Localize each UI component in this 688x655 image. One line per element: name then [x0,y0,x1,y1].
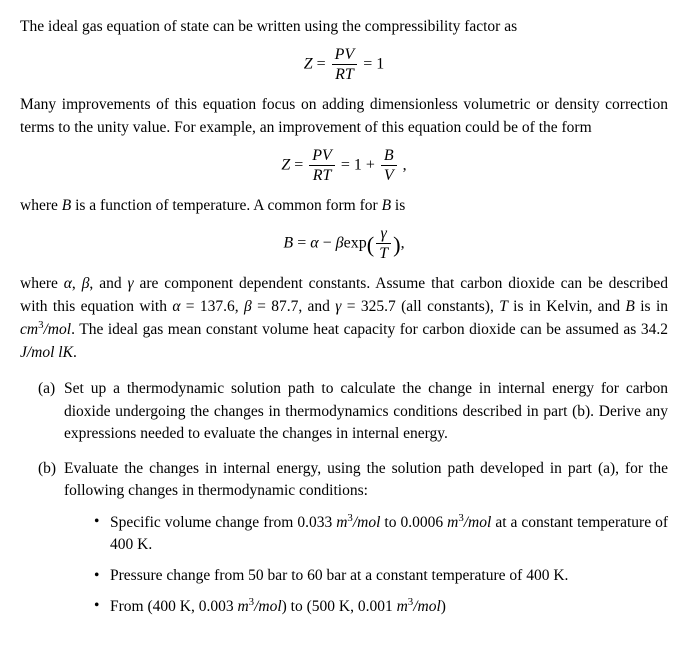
w2a: where [20,275,64,292]
eq3-num: γ [376,225,391,244]
where-para-2: where α, β, and γ are component dependen… [20,273,668,364]
w1d: B [382,197,391,214]
bullet-icon: • [94,565,110,587]
bullet-1: • Specific volume change from 0.033 m3/m… [94,511,668,557]
bullet-icon: • [94,511,110,557]
w2k: T [499,298,508,315]
w2c: , and [89,275,127,292]
eq1-num: PV [332,46,358,65]
w2n: is in [635,298,668,315]
eq1-rhs: 1 [376,56,384,73]
parts-list: (a) Set up a thermodynamic solution path… [38,378,668,627]
w2l: is in Kelvin, and [508,298,626,315]
w2f: = 137.6, [180,298,244,315]
eq3-b: B [283,235,293,252]
eq2-frac1-num: PV [309,147,335,166]
b1b: to 0.0006 [380,514,447,531]
part-a-label: (a) [38,378,64,445]
equation-3: B = α − βexp( γ T ), [20,225,668,263]
eq3-alpha: α [310,235,318,252]
w2u1c: /mol [44,321,72,338]
eq3-beta: β [336,235,344,252]
eq1-z: Z [304,56,313,73]
eq3-den: T [376,244,391,263]
b1u1a: m [336,514,347,531]
part-b-text: Evaluate the changes in internal energy,… [64,458,668,503]
b1u2a: m [447,514,458,531]
eq2-frac2-den: V [381,166,397,185]
eq1-frac: PV RT [332,46,358,84]
bullet-list: • Specific volume change from 0.033 m3/m… [94,511,668,619]
b1u1c: /mol [353,514,381,531]
eq2-z: Z [281,157,290,174]
part-a-text: Set up a thermodynamic solution path to … [64,378,668,445]
w2h: = 87.7, and [252,298,336,315]
intro-para-1: The ideal gas equation of state can be w… [20,16,668,38]
w1e: is [391,197,405,214]
w2p: . [73,344,77,361]
eq2-frac1-den: RT [309,166,335,185]
eq3-minus: − [319,235,336,252]
w2m: B [625,298,634,315]
equation-2: Z = PV RT = 1 + B V , [20,147,668,185]
w2o: . The ideal gas mean constant volume hea… [71,321,668,338]
w2alpha: α [64,275,72,292]
intro-para-2: Many improvements of this equation focus… [20,94,668,139]
eq2-mid: 1 + [354,157,375,174]
eq3-frac: γ T [376,225,391,263]
eq2-tail: , [403,157,407,174]
b1u2c: /mol [464,514,492,531]
bullet-2: • Pressure change from 50 bar to 60 bar … [94,565,668,587]
w2g: β [244,298,252,315]
eq1-den: RT [332,65,358,84]
w1b: B [62,197,71,214]
b2: Pressure change from 50 bar to 60 bar at… [110,565,568,587]
equation-1: Z = PV RT = 1 [20,46,668,84]
where-para-1: where B is a function of temperature. A … [20,195,668,217]
eq2-frac2-num: B [381,147,397,166]
w2j: = 325.7 (all constants), [341,298,499,315]
eq3-tail: , [401,235,405,252]
part-a: (a) Set up a thermodynamic solution path… [38,378,668,445]
part-b-label: (b) [38,458,64,627]
eq2-frac1: PV RT [309,147,335,185]
eq3-exp: exp [344,235,367,252]
w2u2: J/mol lK [20,344,73,361]
w1a: where [20,197,62,214]
b1a: Specific volume change from 0.033 [110,514,336,531]
w1c: is a function of temperature. A common f… [71,197,381,214]
w2u1a: cm [20,321,38,338]
part-b: (b) Evaluate the changes in internal ene… [38,458,668,627]
eq2-frac2: B V [381,147,397,185]
w2b: , [72,275,82,292]
